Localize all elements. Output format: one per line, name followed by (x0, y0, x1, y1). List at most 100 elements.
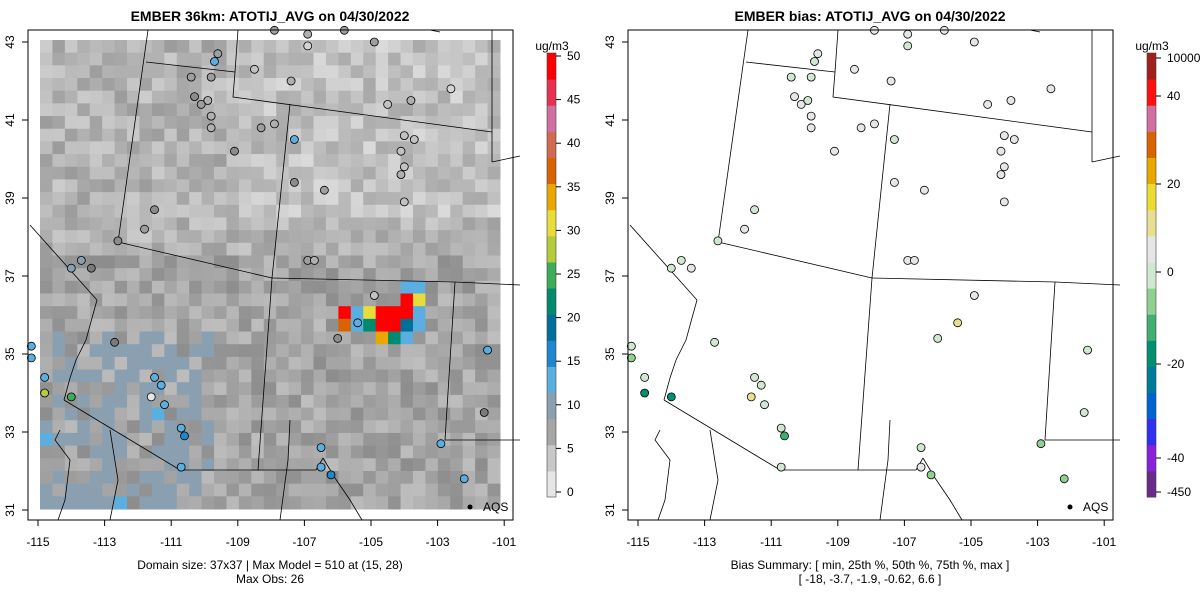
grid-cell (226, 78, 240, 92)
grid-cell (226, 116, 240, 130)
obs-site-point (399, 197, 409, 207)
bias-site-point (1036, 439, 1046, 449)
grid-cell (338, 242, 352, 256)
grid-cell (288, 356, 302, 371)
bias-site-point (640, 388, 650, 398)
grid-cell (201, 230, 215, 244)
grid-cell (375, 78, 389, 92)
grid-cell (251, 331, 265, 345)
grid-cell (475, 242, 489, 256)
obs-site-point (113, 236, 123, 246)
grid-cell (64, 293, 78, 307)
grid-cell (462, 331, 476, 345)
grid-cell (350, 280, 364, 295)
grid-cell (40, 116, 53, 130)
grid-cell (288, 268, 302, 282)
grid-cell (176, 90, 190, 104)
grid-cell (388, 369, 402, 383)
grid-cell (450, 369, 464, 383)
grid-cell (251, 192, 265, 206)
grid-cell (450, 356, 464, 371)
y-tick-label: 33 (603, 425, 617, 439)
grid-cell (276, 344, 290, 358)
grid-cell (475, 40, 489, 54)
grid-cell (301, 318, 315, 333)
grid-cell (251, 382, 265, 396)
grid-cell (263, 331, 277, 345)
grid-cell (375, 331, 389, 345)
grid-cell (52, 192, 66, 206)
grid-cell (89, 306, 103, 320)
grid-cell (238, 65, 252, 79)
state-boundary-line (654, 429, 671, 521)
grid-cell (363, 318, 377, 333)
colorbar-swatch (547, 462, 556, 472)
grid-cell (176, 394, 190, 409)
colorbar-unit: ug/m3 (1135, 39, 1169, 53)
grid-cell (251, 344, 265, 358)
grid-cell (127, 116, 140, 130)
grid-cell (400, 420, 414, 434)
grid-cell (425, 128, 439, 142)
grid-cell (77, 192, 91, 206)
grid-cell (375, 242, 389, 256)
grid-cell (425, 40, 439, 54)
grid-cell (151, 65, 165, 79)
grid-cell (412, 242, 426, 256)
obs-site-point (190, 92, 199, 101)
bias-site-point (1059, 474, 1069, 484)
grid-cell (350, 356, 364, 371)
grid-cell (437, 293, 451, 307)
grid-cell (151, 52, 165, 66)
grid-cell (375, 344, 389, 358)
grid-cell (64, 280, 78, 295)
grid-cell (127, 445, 140, 459)
grid-cell (475, 217, 489, 231)
grid-cell (301, 458, 315, 472)
grid-cell (151, 103, 165, 117)
grid-cell (288, 65, 302, 79)
state-boundary-line (745, 61, 836, 73)
obs-site-point (319, 185, 329, 195)
grid-cell (201, 496, 215, 510)
obs-site-point (409, 135, 419, 144)
grid-cell (201, 179, 215, 193)
grid-cell (77, 483, 91, 497)
grid-cell (64, 483, 78, 497)
colorbar-tick-label: 20 (567, 311, 581, 325)
colorbar-swatch (547, 166, 556, 176)
grid-cell (214, 128, 227, 142)
grid-cell (350, 432, 364, 447)
grid-cell (40, 306, 53, 320)
grid-cell (412, 154, 426, 168)
grid-cell (114, 179, 128, 193)
grid-cell (251, 280, 265, 295)
grid-cell (375, 128, 389, 142)
grid-cell (139, 128, 153, 142)
grid-cell (102, 496, 116, 510)
grid-cell (325, 230, 339, 244)
grid-cell (139, 78, 153, 92)
grid-cell (338, 128, 352, 142)
grid-cell (238, 306, 252, 320)
grid-cell (64, 128, 78, 142)
grid-cell (263, 356, 277, 371)
grid-cell (102, 432, 116, 447)
grid-cell (164, 344, 178, 358)
grid-cell (164, 470, 178, 485)
grid-cell (437, 280, 451, 295)
grid-cell (375, 445, 389, 459)
grid-cell (388, 230, 402, 244)
grid-cell (462, 166, 476, 180)
obs-site-point (316, 462, 326, 472)
grid-cell (139, 52, 153, 66)
grid-cell (313, 394, 327, 409)
x-tick-label: -103 (426, 535, 450, 549)
grid-cell (238, 116, 252, 130)
grid-cell (475, 445, 489, 459)
grid-cell (400, 483, 414, 497)
grid-cell (52, 369, 66, 383)
grid-cell (201, 420, 215, 434)
grid-cell (288, 192, 302, 206)
obs-site-point (436, 439, 446, 449)
